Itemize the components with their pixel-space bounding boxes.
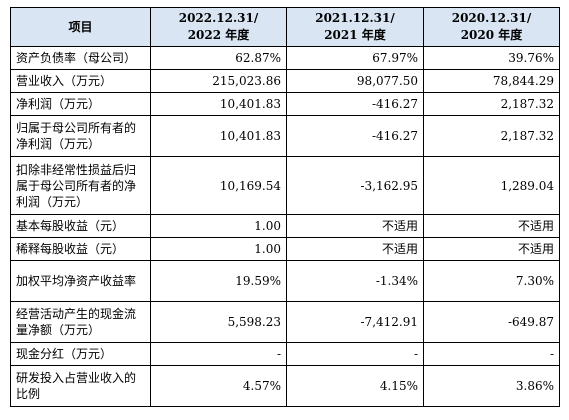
row-label: 基本每股收益（元） — [10, 214, 151, 238]
cell-2020: -649.87 — [423, 301, 560, 343]
table-row: 基本每股收益（元） 1.00 不适用 不适用 — [10, 214, 560, 238]
table-row: 加权平均净资产收益率 19.59% -1.34% 7.30% — [10, 260, 560, 302]
header-year: 2022 年度 — [187, 28, 250, 42]
cell-2021: 不适用 — [286, 237, 424, 261]
financial-indicators-table: 项目 2022.12.31/ 2022 年度 2021.12.31/ 2021 … — [10, 7, 560, 407]
cell-2021: -3,162.95 — [286, 156, 424, 215]
row-label: 营业收入（万元） — [10, 69, 151, 93]
cell-2022: 10,401.83 — [150, 115, 287, 157]
table-row: 资产负债率（母公司） 62.87% 67.97% 39.76% — [10, 46, 560, 70]
row-label: 稀释每股收益（元） — [10, 237, 151, 261]
row-label: 归属于母公司所有者的净利润（万元） — [10, 115, 151, 157]
header-date: 2021.12.31/ — [315, 11, 395, 25]
cell-2022: 62.87% — [150, 46, 287, 70]
cell-2020: 39.76% — [423, 46, 560, 70]
cell-2022: 10,169.54 — [150, 156, 287, 215]
cell-2020: 不适用 — [423, 237, 560, 261]
table-row: 研发投入占营业收入的比例 4.57% 4.15% 3.86% — [10, 365, 560, 407]
header-date: 2022.12.31/ — [178, 11, 259, 25]
row-label: 现金分红（万元） — [10, 342, 151, 366]
cell-2021: -7,412.91 — [286, 301, 424, 343]
cell-2021: -416.27 — [286, 115, 424, 157]
row-label: 加权平均净资产收益率 — [10, 260, 151, 302]
table-row: 经营活动产生的现金流量净额（万元） 5,598.23 -7,412.91 -64… — [10, 301, 560, 343]
table-row: 营业收入（万元） 215,023.86 98,077.50 78,844.29 — [10, 69, 560, 93]
row-label: 研发投入占营业收入的比例 — [10, 365, 151, 407]
cell-2020: 7.30% — [423, 260, 560, 302]
cell-2021: 98,077.50 — [286, 69, 424, 93]
table-row: 归属于母公司所有者的净利润（万元） 10,401.83 -416.27 2,18… — [10, 115, 560, 157]
header-period-2022: 2022.12.31/ 2022 年度 — [150, 7, 287, 47]
row-label: 净利润（万元） — [10, 92, 151, 116]
row-label: 经营活动产生的现金流量净额（万元） — [10, 301, 151, 343]
cell-2021: 4.15% — [286, 365, 424, 407]
cell-2022: 1.00 — [150, 237, 287, 261]
cell-2020: 3.86% — [423, 365, 560, 407]
cell-2022: 1.00 — [150, 214, 287, 238]
cell-2020: 不适用 — [423, 214, 560, 238]
table-row: 扣除非经常性损益后归属于母公司所有者的净利润（万元） 10,169.54 -3,… — [10, 156, 560, 215]
header-item: 项目 — [10, 7, 151, 47]
header-period-2020: 2020.12.31/ 2020 年度 — [423, 7, 560, 47]
cell-2022: - — [150, 342, 287, 366]
cell-2022: 19.59% — [150, 260, 287, 302]
header-period-2021: 2021.12.31/ 2021 年度 — [286, 7, 424, 47]
header-year: 2020 年度 — [460, 28, 523, 42]
cell-2020: 2,187.32 — [423, 92, 560, 116]
cell-2021: -416.27 — [286, 92, 424, 116]
cell-2022: 4.57% — [150, 365, 287, 407]
cell-2021: - — [286, 342, 424, 366]
table-row: 净利润（万元） 10,401.83 -416.27 2,187.32 — [10, 92, 560, 116]
header-date: 2020.12.31/ — [451, 11, 532, 25]
cell-2022: 5,598.23 — [150, 301, 287, 343]
header-year: 2021 年度 — [324, 28, 386, 42]
cell-2022: 10,401.83 — [150, 92, 287, 116]
cell-2021: -1.34% — [286, 260, 424, 302]
cell-2020: - — [423, 342, 560, 366]
cell-2020: 1,289.04 — [423, 156, 560, 215]
cell-2020: 78,844.29 — [423, 69, 560, 93]
cell-2021: 67.97% — [286, 46, 424, 70]
table-row: 现金分红（万元） - - - — [10, 342, 560, 366]
cell-2021: 不适用 — [286, 214, 424, 238]
row-label: 扣除非经常性损益后归属于母公司所有者的净利润（万元） — [10, 156, 151, 215]
cell-2022: 215,023.86 — [150, 69, 287, 93]
row-label: 资产负债率（母公司） — [10, 46, 151, 70]
header-row: 项目 2022.12.31/ 2022 年度 2021.12.31/ 2021 … — [10, 7, 560, 47]
table-row: 稀释每股收益（元） 1.00 不适用 不适用 — [10, 237, 560, 261]
cell-2020: 2,187.32 — [423, 115, 560, 157]
